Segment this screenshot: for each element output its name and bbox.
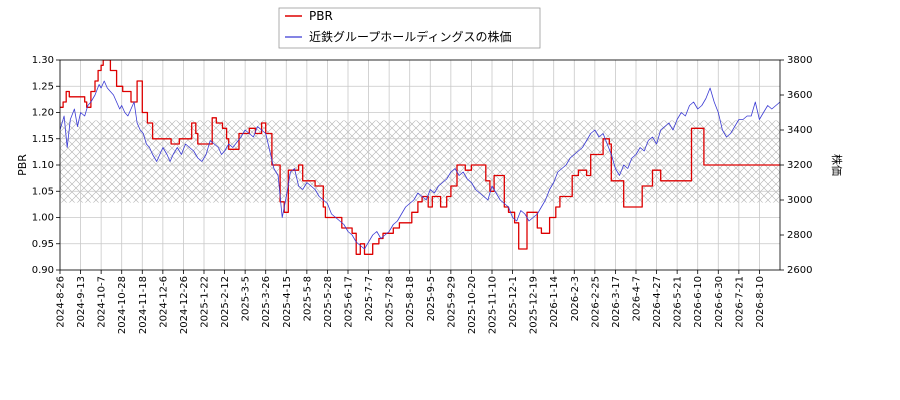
x-tick-label: 2025-6-17 xyxy=(344,276,355,328)
x-tick-label: 2025-5-8 xyxy=(302,276,313,321)
x-tick-label: 2026-4-27 xyxy=(652,276,663,328)
x-tick-label: 2024-12-26 xyxy=(179,276,190,334)
left-tick-label: 1.20 xyxy=(32,108,54,119)
left-tick-label: 0.90 xyxy=(32,265,54,276)
left-tick-label: 1.30 xyxy=(32,55,54,66)
right-tick-label: 3000 xyxy=(787,195,812,206)
legend: PBR 近鉄グループホールディングスの株価 xyxy=(278,7,541,49)
right-tick-label: 3200 xyxy=(787,160,812,171)
x-tick-label: 2026-6-30 xyxy=(714,276,725,328)
x-tick-label: 2024-8-26 xyxy=(56,276,67,328)
x-axis-ticks: 2024-8-26 2024-9-13 2024-10-7 2024-10-28 202… xyxy=(56,270,766,334)
x-tick-label: 2025-10-20 xyxy=(467,276,478,334)
left-tick-label: 1.25 xyxy=(32,81,54,92)
right-tick-label: 3400 xyxy=(787,125,812,136)
x-tick-label: 2024-9-13 xyxy=(76,276,87,328)
x-tick-label: 2025-11-10 xyxy=(488,276,499,334)
right-axis-ticks: 2600 2800 3000 3200 3400 3600 3800 xyxy=(780,55,812,276)
left-tick-label: 1.00 xyxy=(32,213,54,224)
x-tick-label: 2024-10-28 xyxy=(117,276,128,334)
right-axis-title: 株価 xyxy=(830,154,844,176)
x-tick-label: 2026-8-10 xyxy=(755,276,766,328)
x-tick-label: 2025-1-22 xyxy=(200,276,211,328)
x-tick-label: 2025-7-7 xyxy=(364,276,375,321)
x-tick-label: 2026-1-14 xyxy=(549,276,560,328)
x-tick-label: 2024-11-18 xyxy=(138,276,149,334)
x-tick-label: 2025-4-15 xyxy=(282,276,293,328)
legend-box xyxy=(278,7,541,49)
x-tick-label: 2026-6-10 xyxy=(693,276,704,328)
left-tick-label: 0.95 xyxy=(32,239,54,250)
right-tick-label: 3600 xyxy=(787,90,812,101)
series-line-pbr xyxy=(60,60,780,255)
right-tick-label: 2600 xyxy=(787,265,812,276)
left-tick-label: 1.15 xyxy=(32,134,54,145)
x-tick-label: 2025-9-29 xyxy=(446,276,457,328)
series-line-stock-price xyxy=(60,80,780,250)
x-tick-label: 2025-3-5 xyxy=(241,276,252,321)
right-tick-label: 3800 xyxy=(787,55,812,66)
left-axis-title: PBR xyxy=(16,154,29,176)
legend-label-stock-price: 近鉄グループホールディングスの株価 xyxy=(309,29,511,44)
x-tick-label: 2025-7-28 xyxy=(385,276,396,328)
x-tick-label: 2025-12-1 xyxy=(508,276,519,328)
legend-label-pbr: PBR xyxy=(309,9,333,23)
series-layer xyxy=(60,60,780,255)
hatched-band xyxy=(60,120,780,203)
left-tick-label: 1.10 xyxy=(32,160,54,171)
x-tick-label: 2025-8-18 xyxy=(405,276,416,328)
x-tick-label: 2025-3-26 xyxy=(261,276,272,328)
x-tick-label: 2026-4-7 xyxy=(632,276,643,321)
x-tick-label: 2026-2-3 xyxy=(570,276,581,321)
x-tick-label: 2024-10-7 xyxy=(97,276,108,328)
x-tick-label: 2025-5-28 xyxy=(323,276,334,328)
x-tick-label: 2026-5-21 xyxy=(673,276,684,328)
x-tick-label: 2026-3-17 xyxy=(611,276,622,328)
x-tick-label: 2025-9-5 xyxy=(426,276,437,321)
x-tick-label: 2024-12-6 xyxy=(158,276,169,328)
x-tick-label: 2025-12-19 xyxy=(529,276,540,334)
right-tick-label: 2800 xyxy=(787,230,812,241)
left-tick-label: 1.05 xyxy=(32,186,54,197)
left-axis-ticks: 0.90 0.95 1.00 1.05 1.10 1.15 1.20 1.25 1.30 xyxy=(32,55,60,276)
x-tick-label: 2026-2-25 xyxy=(590,276,601,328)
x-tick-label: 2026-7-21 xyxy=(734,276,745,328)
x-tick-label: 2025-2-12 xyxy=(220,276,231,328)
